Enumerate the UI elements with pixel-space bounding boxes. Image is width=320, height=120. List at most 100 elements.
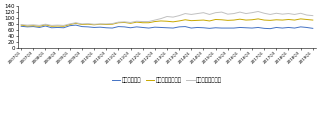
应付账款周转天数 xyxy=(281,13,284,15)
存货周转天数 xyxy=(293,27,297,29)
应收账款周转天数 xyxy=(262,19,266,21)
应收账款周转天数 xyxy=(287,19,291,20)
存货周转天数 xyxy=(123,26,126,28)
应收账款周转天数 xyxy=(214,19,218,20)
存货周转天数 xyxy=(268,28,272,29)
应付账款周转天数 xyxy=(299,13,303,14)
存货周转天数 xyxy=(159,27,163,28)
存货周转天数 xyxy=(116,26,120,27)
应收账款周转天数 xyxy=(31,25,35,26)
存货周转天数 xyxy=(165,27,169,28)
存货周转天数 xyxy=(19,26,23,27)
应付账款周转天数 xyxy=(232,13,236,14)
应收账款周转天数 xyxy=(19,24,23,26)
应收账款周转天数 xyxy=(80,24,84,25)
存货周转天数 xyxy=(147,27,151,29)
应收账款周转天数 xyxy=(104,24,108,25)
应付账款周转天数 xyxy=(293,14,297,15)
应收账款周转天数 xyxy=(232,19,236,21)
应收账款周转天数 xyxy=(189,20,193,21)
应付账款周转天数 xyxy=(44,24,47,25)
存货周转天数 xyxy=(86,26,90,28)
应付账款周转天数 xyxy=(305,14,309,16)
应收账款周转天数 xyxy=(196,20,199,21)
Line: 应收账款周转天数: 应收账款周转天数 xyxy=(21,19,313,26)
应收账款周转天数 xyxy=(98,24,102,25)
应收账款周转天数 xyxy=(68,24,72,25)
存货周转天数 xyxy=(281,27,284,29)
应收账款周转天数 xyxy=(226,20,230,21)
应付账款周转天数 xyxy=(262,13,266,14)
存货周转天数 xyxy=(62,27,66,28)
存货周转天数 xyxy=(135,26,139,28)
存货周转天数 xyxy=(25,26,29,28)
存货周转天数 xyxy=(232,27,236,29)
应付账款周转天数 xyxy=(226,13,230,15)
应收账款周转天数 xyxy=(50,26,53,27)
应付账款周转天数 xyxy=(135,21,139,22)
应收账款周转天数 xyxy=(202,19,205,21)
应收账款周转天数 xyxy=(25,25,29,27)
存货周转天数 xyxy=(238,27,242,28)
应收账款周转天数 xyxy=(147,22,151,23)
应付账款周转天数 xyxy=(244,13,248,14)
应收账款周转天数 xyxy=(275,19,278,21)
存货周转天数 xyxy=(141,27,145,28)
应付账款周转天数 xyxy=(123,21,126,23)
存货周转天数 xyxy=(50,27,53,28)
存货周转天数 xyxy=(37,27,41,28)
存货周转天数 xyxy=(262,28,266,29)
应付账款周转天数 xyxy=(256,11,260,12)
应付账款周转天数 xyxy=(80,23,84,25)
应付账款周转天数 xyxy=(311,15,315,16)
应收账款周转天数 xyxy=(238,18,242,20)
存货周转天数 xyxy=(98,26,102,28)
存货周转天数 xyxy=(287,27,291,28)
存货周转天数 xyxy=(44,25,47,27)
应付账款周转天数 xyxy=(202,12,205,13)
存货周转天数 xyxy=(74,24,78,26)
存货周转天数 xyxy=(256,27,260,28)
应收账款周转天数 xyxy=(159,20,163,22)
应付账款周转天数 xyxy=(220,11,224,13)
应付账款周转天数 xyxy=(110,23,114,24)
Line: 存货周转天数: 存货周转天数 xyxy=(21,25,313,29)
应收账款周转天数 xyxy=(86,24,90,25)
应付账款周转天数 xyxy=(19,24,23,25)
应付账款周转天数 xyxy=(238,11,242,13)
应收账款周转天数 xyxy=(62,26,66,27)
存货周转天数 xyxy=(250,27,254,29)
应收账款周转天数 xyxy=(293,19,297,21)
存货周转天数 xyxy=(202,27,205,28)
应付账款周转天数 xyxy=(104,23,108,25)
存货周转天数 xyxy=(183,26,187,27)
应付账款周转天数 xyxy=(189,14,193,15)
存货周转天数 xyxy=(196,27,199,28)
应付账款周转天数 xyxy=(74,22,78,23)
存货周转天数 xyxy=(311,28,315,29)
Line: 应付账款周转天数: 应付账款周转天数 xyxy=(21,12,313,25)
存货周转天数 xyxy=(177,26,181,28)
应付账款周转天数 xyxy=(153,19,157,21)
存货周转天数 xyxy=(129,27,132,28)
存货周转天数 xyxy=(208,28,212,29)
存货周转天数 xyxy=(189,27,193,29)
应收账款周转天数 xyxy=(299,18,303,20)
应付账款周转天数 xyxy=(268,14,272,15)
应收账款周转天数 xyxy=(220,19,224,21)
应收账款周转天数 xyxy=(250,19,254,21)
应付账款周转天数 xyxy=(147,21,151,22)
存货周转天数 xyxy=(275,27,278,28)
存货周转天数 xyxy=(68,25,72,26)
应收账款周转天数 xyxy=(74,23,78,24)
应收账款周转天数 xyxy=(165,21,169,22)
应付账款周转天数 xyxy=(214,12,218,13)
应收账款周转天数 xyxy=(171,21,175,23)
应收账款周转天数 xyxy=(208,20,212,22)
应收账款周转天数 xyxy=(44,24,47,26)
存货周转天数 xyxy=(56,27,60,28)
应付账款周转天数 xyxy=(287,13,291,14)
应付账款周转天数 xyxy=(250,12,254,13)
应付账款周转天数 xyxy=(196,13,199,14)
存货周转天数 xyxy=(104,27,108,28)
